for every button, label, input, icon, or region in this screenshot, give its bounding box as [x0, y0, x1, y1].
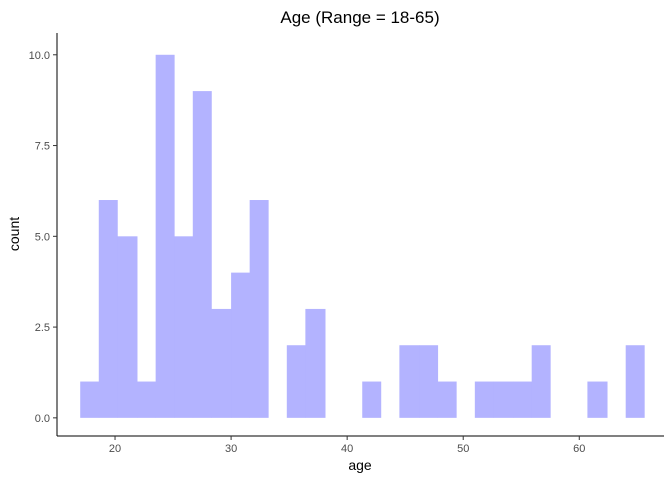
- chart-title: Age (Range = 18-65): [280, 8, 439, 27]
- x-axis-ticks: 20 30 40 50 60: [109, 436, 585, 455]
- histogram-bar: [399, 345, 420, 418]
- x-tick-label: 50: [457, 443, 469, 455]
- x-tick-label: 60: [573, 443, 585, 455]
- histogram-bar: [587, 381, 608, 418]
- y-tick-label: 5.0: [35, 231, 50, 243]
- x-tick-label: 40: [341, 443, 353, 455]
- y-tick-label: 0.0: [35, 413, 50, 425]
- y-tick-label: 2.5: [35, 322, 50, 334]
- y-tick-label: 10.0: [29, 50, 50, 62]
- histogram-bar: [98, 200, 118, 418]
- histogram-bar: [513, 381, 533, 418]
- histogram-bar: [286, 345, 306, 418]
- histogram-bar: [211, 308, 232, 418]
- x-axis-title: age: [348, 457, 372, 473]
- histogram-bar: [192, 91, 212, 418]
- y-tick-label: 7.5: [35, 141, 50, 153]
- x-tick-label: 30: [225, 443, 237, 455]
- histogram-bar: [531, 345, 551, 418]
- histogram-bar: [474, 381, 494, 418]
- y-axis-ticks: 0.0 2.5 5.0 7.5 10.0: [29, 50, 57, 425]
- histogram-bar: [155, 54, 175, 418]
- histogram-bar: [362, 381, 382, 418]
- histogram-bar: [625, 345, 645, 418]
- histogram-bars: [80, 54, 645, 418]
- x-tick-label: 20: [109, 443, 121, 455]
- histogram-bar: [419, 345, 439, 418]
- histogram-bar: [174, 236, 194, 418]
- histogram-bar: [231, 272, 251, 418]
- histogram-bar: [80, 381, 100, 418]
- histogram-bar: [117, 236, 138, 418]
- histogram-bar: [493, 381, 514, 418]
- histogram-bar: [137, 381, 157, 418]
- histogram-bar: [437, 381, 457, 418]
- histogram-bar: [249, 200, 269, 418]
- histogram-bar: [305, 308, 326, 418]
- y-axis-title: count: [6, 217, 22, 251]
